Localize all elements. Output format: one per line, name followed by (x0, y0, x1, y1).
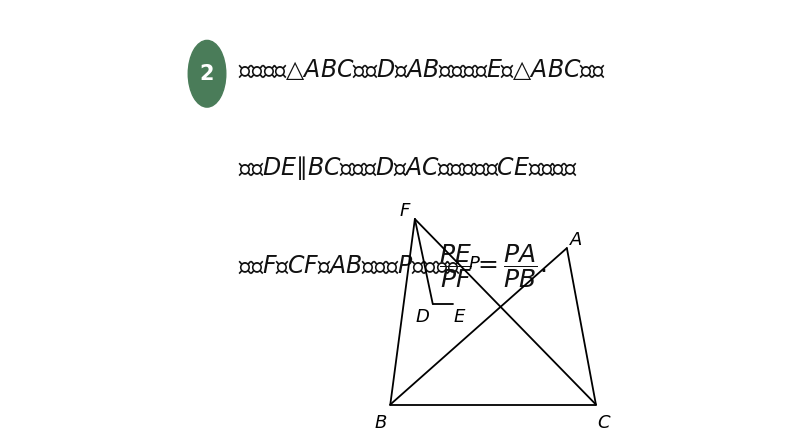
Text: $\dfrac{\mathit{PE}}{\mathit{PF}}=\dfrac{\mathit{PA}}{\mathit{PB}}.$: $\dfrac{\mathit{PE}}{\mathit{PF}}=\dfrac… (439, 242, 547, 290)
Text: $\mathit{E}$: $\mathit{E}$ (453, 308, 467, 326)
Text: 点，$\mathit{DE}$∥$\mathit{BC}$，过点$\mathit{D}$作$\mathit{AC}$的平行线交$\mathit{CE}$的延长线: 点，$\mathit{DE}$∥$\mathit{BC}$，过点$\mathit… (238, 154, 578, 181)
Text: 如图，在△$\mathit{ABC}$中，$\mathit{D}$是$\mathit{AB}$上一点，$\mathit{E}$是△$\mathit{ABC}$内: 如图，在△$\mathit{ABC}$中，$\mathit{D}$是$\math… (238, 57, 607, 82)
Text: 于点$\mathit{F}$，$\mathit{CF}$与$\mathit{AB}$交于点$\mathit{P}$，求证：: 于点$\mathit{F}$，$\mathit{CF}$与$\mathit{AB… (238, 254, 461, 278)
Text: 2: 2 (200, 64, 214, 84)
Text: $\mathit{A}$: $\mathit{A}$ (569, 231, 583, 249)
Text: $\mathit{D}$: $\mathit{D}$ (415, 308, 430, 326)
Text: $\mathit{P}$: $\mathit{P}$ (468, 255, 481, 273)
Ellipse shape (188, 40, 225, 107)
Text: $\mathit{F}$: $\mathit{F}$ (399, 202, 411, 220)
Text: $\mathit{C}$: $\mathit{C}$ (597, 414, 611, 432)
Text: $\mathit{B}$: $\mathit{B}$ (374, 414, 387, 432)
